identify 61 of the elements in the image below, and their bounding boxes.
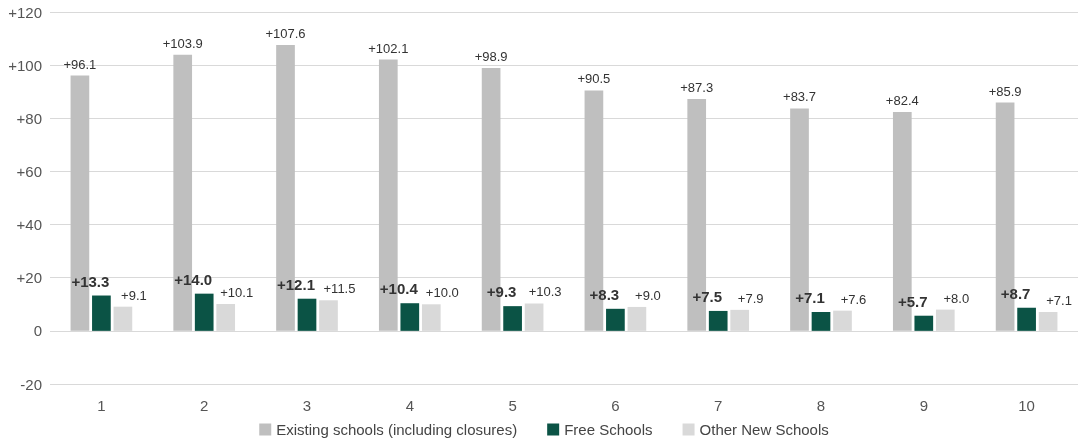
y-tick-label: +60 bbox=[16, 162, 42, 180]
x-tick-label: 2 bbox=[200, 397, 209, 414]
data-label: +98.9 bbox=[474, 49, 508, 65]
data-label: +9.3 bbox=[486, 283, 517, 301]
x-tick-label: 9 bbox=[919, 397, 928, 414]
data-label: +8.7 bbox=[1000, 284, 1031, 302]
data-label: +12.1 bbox=[277, 275, 315, 293]
bar bbox=[92, 295, 111, 331]
bar bbox=[194, 293, 214, 331]
legend-label: Existing schools (including closures) bbox=[276, 421, 518, 438]
bar bbox=[1017, 307, 1036, 331]
x-tick-label: 8 bbox=[816, 397, 826, 414]
bar bbox=[811, 311, 831, 331]
data-label: +96.1 bbox=[63, 56, 97, 72]
y-tick-label: +40 bbox=[16, 216, 42, 234]
bar bbox=[503, 306, 522, 331]
x-tick-label: 5 bbox=[508, 397, 517, 414]
bar bbox=[297, 298, 317, 331]
data-label: +9.1 bbox=[121, 287, 147, 303]
data-label: +7.5 bbox=[692, 287, 723, 305]
data-label: +103.9 bbox=[162, 35, 203, 51]
data-label: +13.3 bbox=[71, 272, 110, 290]
data-label: +90.5 bbox=[577, 71, 611, 87]
legend-label: Other New Schools bbox=[699, 421, 829, 438]
data-label: +7.1 bbox=[795, 288, 825, 306]
data-label: +83.7 bbox=[783, 89, 816, 105]
data-label: +10.1 bbox=[220, 285, 254, 301]
bar bbox=[914, 315, 934, 331]
legend-label: Free Schools bbox=[564, 421, 653, 438]
data-label: +82.4 bbox=[885, 92, 919, 108]
data-label: +85.9 bbox=[988, 83, 1022, 99]
data-label: +10.0 bbox=[425, 285, 459, 301]
data-label: +7.9 bbox=[737, 290, 764, 306]
data-label: +5.7 bbox=[897, 292, 928, 310]
data-label: +10.4 bbox=[379, 280, 419, 298]
x-tick-label: 4 bbox=[405, 397, 414, 414]
data-label: +11.5 bbox=[323, 281, 356, 297]
y-tick-label: +100 bbox=[8, 56, 42, 74]
data-label: +8.3 bbox=[589, 285, 620, 303]
bar bbox=[708, 310, 728, 331]
x-tick-label: 3 bbox=[302, 397, 312, 414]
data-label: +107.6 bbox=[265, 25, 306, 41]
data-label: +9.0 bbox=[635, 287, 661, 303]
bar bbox=[400, 303, 420, 331]
y-tick-label: -20 bbox=[20, 375, 42, 393]
data-label: +14.0 bbox=[174, 270, 213, 288]
data-label: +87.3 bbox=[680, 79, 714, 95]
x-tick-label: 6 bbox=[611, 397, 620, 414]
y-tick-label: 0 bbox=[33, 322, 42, 340]
data-label: +10.3 bbox=[528, 284, 562, 300]
data-label: +102.1 bbox=[368, 40, 409, 56]
data-label: +8.0 bbox=[943, 290, 970, 306]
x-tick-label: 1 bbox=[97, 397, 106, 414]
x-tick-label: 10 bbox=[1018, 397, 1035, 414]
x-tick-label: 7 bbox=[714, 397, 723, 414]
data-label: +7.1 bbox=[1046, 292, 1072, 308]
y-tick-label: +120 bbox=[8, 3, 42, 21]
bar bbox=[606, 308, 625, 331]
data-label: +7.6 bbox=[840, 291, 867, 307]
y-tick-label: +80 bbox=[16, 109, 42, 127]
y-tick-label: +20 bbox=[16, 269, 42, 287]
